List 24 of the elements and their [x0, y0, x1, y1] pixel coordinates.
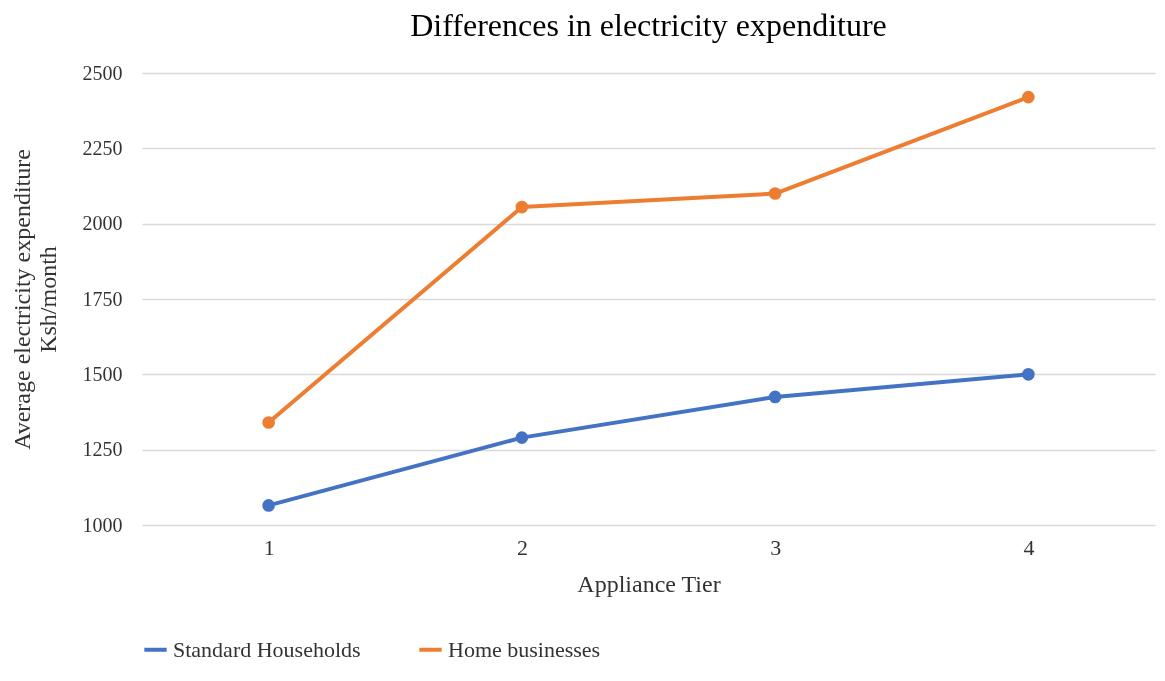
point — [515, 200, 529, 214]
y-axis-title: Average electricity expenditure Ksh/month — [8, 149, 61, 450]
point — [262, 499, 275, 512]
y-tick-label: 1500 — [82, 362, 123, 385]
y-tick-label: 2250 — [82, 136, 123, 159]
y-tick-label: 1000 — [82, 513, 123, 536]
point — [768, 187, 782, 200]
x-tick-label: 2 — [516, 534, 528, 560]
x-axis-title: Appliance Tier — [577, 570, 721, 597]
x-tick-label: 1 — [263, 534, 275, 560]
chart-title: Differences in electricity expenditure — [410, 7, 887, 43]
point — [262, 416, 275, 429]
y-tick-label: 1250 — [82, 438, 123, 461]
y-tick-label: 2500 — [82, 61, 123, 84]
legend-label: Standard Households — [173, 636, 361, 662]
x-tick-label: 4 — [1023, 534, 1035, 560]
x-tick-label: 3 — [770, 534, 782, 560]
y-tick-label: 2000 — [82, 212, 123, 235]
point — [768, 390, 782, 404]
legend-label: Home businesses — [448, 636, 601, 662]
point — [515, 431, 529, 444]
point — [1022, 90, 1035, 104]
point — [1022, 368, 1035, 381]
y-tick-label: 1750 — [82, 287, 123, 310]
